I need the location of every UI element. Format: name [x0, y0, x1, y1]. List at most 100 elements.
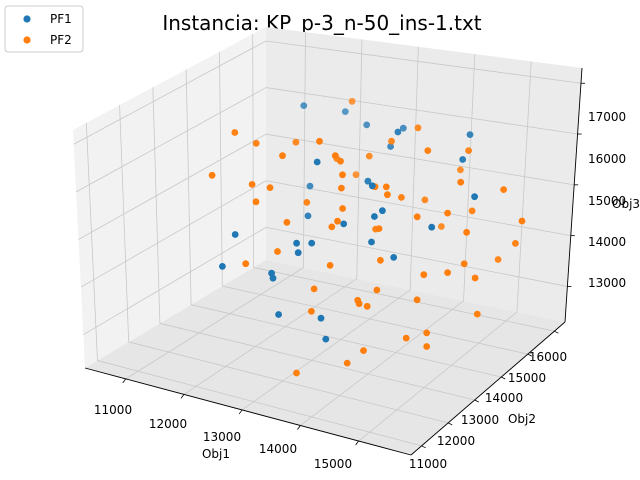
y-tick-labels: 11000 12000 13000 14000 15000 16000: [409, 350, 567, 471]
point-pf2: [208, 171, 216, 179]
grid-lines: [73, 32, 582, 447]
point-pf2: [413, 213, 421, 221]
point-pf2: [377, 256, 384, 264]
point-pf2: [293, 369, 300, 377]
point-pf1: [317, 314, 325, 322]
x-tick-label: 11000: [94, 403, 132, 417]
z-gridline-back: [265, 180, 571, 237]
y-gridline-left: [219, 51, 223, 287]
x-gridline-floor: [358, 311, 518, 442]
point-pf1: [304, 212, 312, 220]
point-pf2: [365, 152, 373, 160]
z-gridline-left: [73, 40, 267, 145]
left-pane: [73, 27, 266, 368]
point-pf2: [326, 262, 334, 269]
x-gridline-back: [356, 39, 363, 279]
y-gridline-floor: [253, 267, 555, 332]
point-pf1: [394, 128, 402, 136]
point-pf2: [423, 329, 431, 337]
x-gridline-back: [302, 32, 306, 268]
y-gridline-floor: [159, 322, 475, 401]
x-tick-label: 13000: [203, 430, 241, 444]
point-pf2: [500, 186, 507, 194]
point-pf2: [248, 181, 256, 188]
x-gridline-back: [409, 46, 419, 290]
y-gridline-left: [252, 34, 254, 268]
point-pf1: [322, 335, 330, 343]
y-tick-mark: [554, 330, 559, 334]
point-pf2: [348, 97, 356, 105]
point-pf2: [360, 347, 367, 354]
point-pf1: [313, 158, 321, 166]
point-pf2: [494, 256, 502, 263]
point-pf1: [341, 108, 349, 115]
legend: PF1 PF2: [4, 5, 84, 53]
point-pf1: [300, 102, 308, 109]
z-gridline-back: [265, 40, 582, 84]
x-tick-mark: [238, 409, 243, 415]
point-pf1: [466, 131, 474, 139]
y-tick-label: 14000: [485, 391, 523, 405]
y-gridline-left: [85, 122, 98, 361]
z-axis-line: [564, 67, 583, 323]
point-pf2: [424, 147, 432, 155]
point-pf2: [352, 171, 360, 179]
y-gridline-floor: [97, 360, 422, 447]
point-pf1: [471, 193, 478, 201]
z-tick-labels: 13000 14000 15000 16000 17000: [588, 110, 626, 290]
z-gridline-left: [80, 180, 267, 288]
z-gridline-left: [78, 133, 267, 240]
z-gridline-left: [75, 87, 267, 193]
point-pf2: [266, 184, 274, 192]
point-pf2: [398, 194, 405, 201]
x-gridline-floor: [241, 289, 411, 411]
point-pf2: [231, 129, 239, 136]
point-pf2: [382, 183, 390, 191]
point-pf1: [293, 239, 300, 247]
y-gridline-floor: [222, 285, 528, 355]
y-tick-mark: [447, 422, 453, 426]
y-gridline-left: [152, 87, 161, 324]
legend-label-pf2: PF2: [50, 33, 72, 47]
point-pf2: [337, 157, 344, 165]
y-tick-label: 16000: [529, 350, 567, 364]
chart-title: Instancia: KP_p-3_n-50_ins-1.txt: [162, 11, 481, 35]
x-tick-label: 14000: [259, 442, 297, 456]
z-tick-label: 17000: [588, 110, 626, 124]
point-pf1: [268, 269, 275, 277]
point-pf2: [463, 228, 470, 236]
z-tick-label: 13000: [588, 276, 626, 290]
point-pf1: [387, 143, 394, 150]
point-pf2: [334, 217, 341, 225]
point-pf2: [328, 223, 336, 231]
y-axis-label: Obj2: [508, 412, 536, 426]
point-pf2: [242, 260, 250, 268]
point-pf2: [465, 147, 472, 155]
z-tick-label: 16000: [588, 152, 626, 166]
point-pf1: [306, 182, 314, 190]
x-tick-mark: [355, 440, 359, 446]
legend-marker-pf1: [23, 15, 31, 23]
point-pf2: [375, 225, 383, 233]
point-pf2: [339, 205, 346, 212]
point-pf2: [402, 334, 410, 342]
x-gridline-floor: [300, 300, 464, 426]
point-pf2: [471, 274, 479, 282]
point-pf2: [444, 209, 451, 217]
point-pf2: [363, 302, 371, 310]
point-pf2: [292, 138, 300, 146]
x-gridline-floor: [125, 267, 304, 380]
point-pf2: [518, 217, 526, 225]
point-pf2: [444, 269, 451, 276]
x-gridline-floor: [183, 278, 357, 395]
z-tick-label: 15000: [588, 194, 626, 208]
x-axis-line: [84, 367, 412, 456]
point-pf1: [368, 182, 376, 190]
point-pf2: [338, 184, 345, 192]
z-gridline-left: [83, 227, 267, 336]
point-pf2: [252, 198, 260, 206]
point-pf1: [459, 156, 467, 163]
point-pf2: [388, 137, 395, 145]
point-pf2: [308, 307, 315, 315]
legend-marker-pf2: [23, 36, 31, 44]
